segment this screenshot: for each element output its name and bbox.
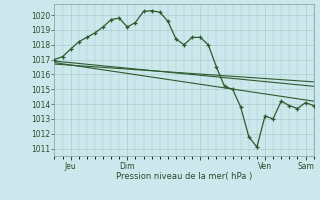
X-axis label: Pression niveau de la mer( hPa ): Pression niveau de la mer( hPa )	[116, 172, 252, 181]
